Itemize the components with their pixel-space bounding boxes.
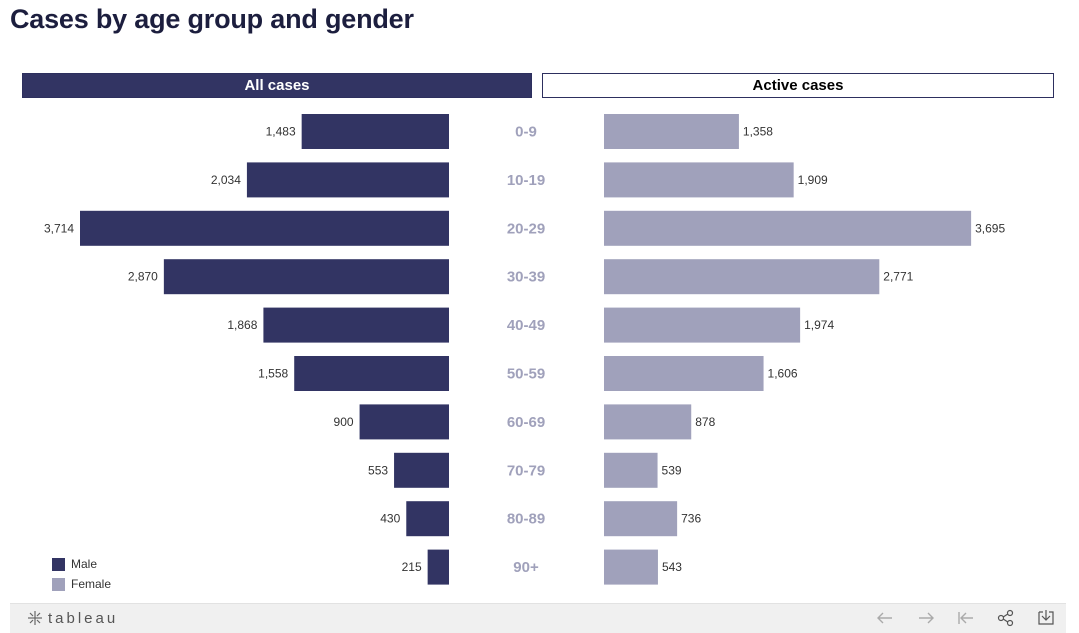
age-gender-chart: 1,483 1,358 0-9 2,034 1,909 10-19 3,714 3,695 20… <box>44 114 1005 585</box>
tableau-toolbar: tableau <box>10 603 1066 633</box>
label-male-30-39: 2,870 <box>128 270 158 284</box>
bar-female-0-9[interactable] <box>604 114 739 149</box>
tableau-logo[interactable]: tableau <box>26 609 118 627</box>
age-label-30-39: 30-39 <box>507 269 545 286</box>
age-label-20-29: 20-29 <box>507 220 545 237</box>
label-male-40-49: 1,868 <box>227 318 257 332</box>
revert-icon[interactable] <box>955 608 977 628</box>
label-male-60-69: 900 <box>334 415 354 429</box>
download-icon[interactable] <box>1035 608 1057 628</box>
share-icon[interactable] <box>995 608 1017 628</box>
label-male-80-89: 430 <box>380 512 400 526</box>
bar-male-60-69[interactable] <box>359 404 449 440</box>
bar-male-10-19[interactable] <box>246 162 449 198</box>
age-label-80-89: 80-89 <box>507 511 545 528</box>
label-female-10-19: 1,909 <box>798 173 828 187</box>
bar-male-90+[interactable] <box>427 549 449 585</box>
label-female-60-69: 878 <box>695 415 715 429</box>
bar-female-40-49[interactable] <box>604 307 801 343</box>
label-female-80-89: 736 <box>681 512 701 526</box>
age-label-0-9: 0-9 <box>515 124 537 141</box>
label-male-10-19: 2,034 <box>211 173 241 187</box>
tab-all-cases[interactable]: All cases <box>22 73 532 98</box>
label-male-90+: 215 <box>402 560 422 574</box>
bar-female-50-59[interactable] <box>604 356 764 391</box>
label-female-90+: 543 <box>662 560 682 574</box>
age-label-70-79: 70-79 <box>507 462 545 479</box>
age-label-90+: 90+ <box>513 559 539 576</box>
bar-female-70-79[interactable] <box>604 452 658 488</box>
age-label-50-59: 50-59 <box>507 366 545 383</box>
tableau-logo-icon <box>28 611 42 625</box>
label-male-20-29: 3,714 <box>44 221 74 235</box>
age-label-40-49: 40-49 <box>507 317 545 334</box>
legend-label-female: Female <box>71 577 112 591</box>
age-label-10-19: 10-19 <box>507 172 545 189</box>
legend-item-female[interactable]: Female <box>52 574 111 594</box>
bar-male-80-89[interactable] <box>406 501 449 537</box>
redo-icon[interactable] <box>915 608 937 628</box>
bar-male-70-79[interactable] <box>394 452 449 488</box>
bar-female-90+[interactable] <box>604 549 658 585</box>
undo-icon[interactable] <box>874 608 896 628</box>
label-female-20-29: 3,695 <box>975 221 1005 235</box>
age-label-60-69: 60-69 <box>507 414 545 431</box>
label-female-70-79: 539 <box>662 463 682 477</box>
bar-female-20-29[interactable] <box>604 210 972 246</box>
legend-swatch-male <box>52 557 65 571</box>
label-female-50-59: 1,606 <box>768 367 798 381</box>
label-female-30-39: 2,771 <box>883 270 913 284</box>
label-male-70-79: 553 <box>368 463 388 477</box>
bar-male-20-29[interactable] <box>80 210 449 246</box>
bar-female-30-39[interactable] <box>604 259 880 295</box>
legend-item-male[interactable]: Male <box>52 554 111 574</box>
tableau-brand-text: tableau <box>48 609 119 627</box>
bar-female-10-19[interactable] <box>604 162 794 198</box>
tab-active-cases[interactable]: Active cases <box>542 73 1054 98</box>
label-male-50-59: 1,558 <box>258 367 288 381</box>
bar-male-0-9[interactable] <box>301 114 449 149</box>
label-male-0-9: 1,483 <box>266 125 296 139</box>
legend: Male Female <box>52 554 111 594</box>
bar-female-80-89[interactable] <box>604 501 678 537</box>
page-title: Cases by age group and gender <box>10 4 414 34</box>
legend-label-male: Male <box>71 557 98 571</box>
bar-female-60-69[interactable] <box>604 404 692 440</box>
legend-swatch-female <box>52 577 65 591</box>
bar-male-50-59[interactable] <box>294 356 449 391</box>
label-female-40-49: 1,974 <box>804 318 834 332</box>
bar-male-40-49[interactable] <box>263 307 449 343</box>
label-female-0-9: 1,358 <box>743 125 773 139</box>
bar-male-30-39[interactable] <box>163 259 449 295</box>
